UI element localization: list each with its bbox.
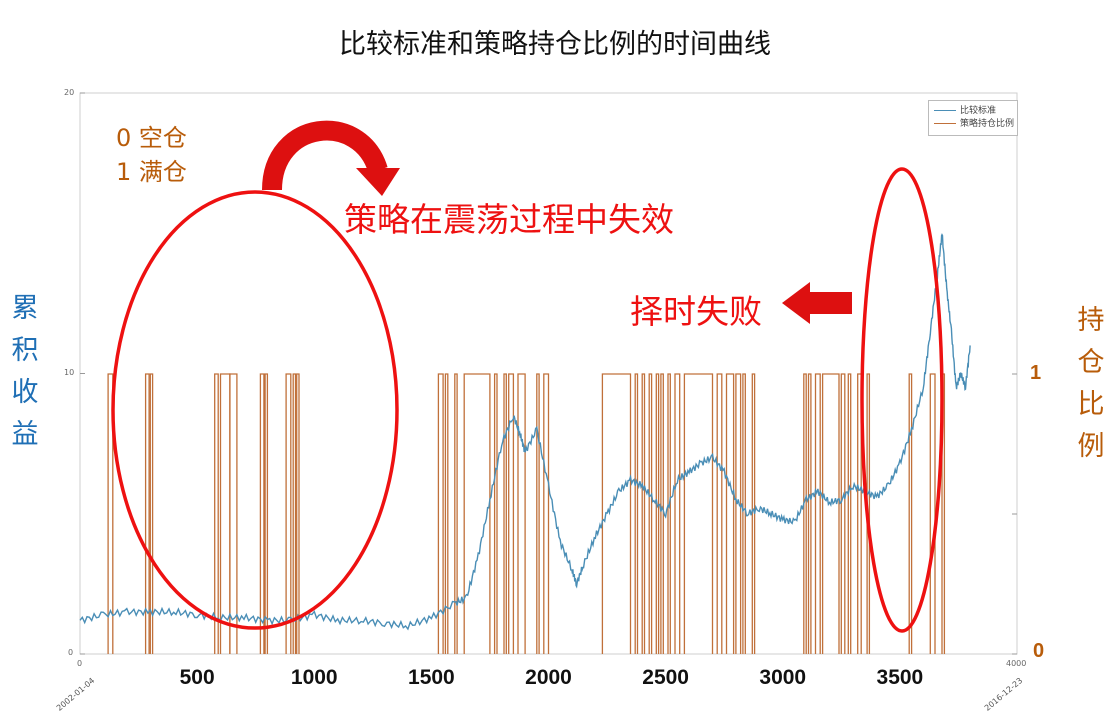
right-tick-1: 1: [1030, 362, 1041, 385]
position-interval: [464, 374, 490, 654]
curved-arrow-icon: [272, 131, 400, 196]
position-interval: [717, 374, 722, 654]
position-interval: [495, 374, 497, 654]
position-interval: [642, 374, 644, 654]
position-interval: [509, 374, 514, 654]
legend-label-position: 策略持仓比例: [960, 119, 1014, 129]
position-interval: [445, 374, 447, 654]
position-interval: [668, 374, 670, 654]
position-interval: [804, 374, 806, 654]
position-interval: [727, 374, 734, 654]
x-tick-label: 2500: [642, 666, 689, 690]
position-interval: [215, 374, 219, 654]
x-tick-label: 1500: [408, 666, 455, 690]
position-interval: [602, 374, 630, 654]
right-tick-0: 0: [1033, 640, 1044, 663]
position-interval: [656, 374, 658, 654]
position-interval: [809, 374, 811, 654]
position-interval: [455, 374, 457, 654]
position-interval: [736, 374, 741, 654]
position-interval: [544, 374, 549, 654]
position-interval: [684, 374, 712, 654]
x-tick-label: 1000: [291, 666, 338, 690]
position-interval: [221, 374, 230, 654]
position-interval: [230, 374, 237, 654]
position-interval: [841, 374, 845, 654]
position-interval: [930, 374, 935, 654]
position-interval: [848, 374, 850, 654]
position-interval: [816, 374, 821, 654]
position-interval: [518, 374, 525, 654]
position-interval: [537, 374, 539, 654]
x-tick-label: 3000: [759, 666, 806, 690]
position-interval: [635, 374, 637, 654]
position-interval: [286, 374, 291, 654]
chart-legend: 比较标准 策略持仓比例: [928, 100, 1018, 136]
position-interval: [743, 374, 745, 654]
left-arrow-icon: [782, 282, 852, 324]
legend-label-benchmark: 比较标准: [960, 106, 996, 116]
position-interval: [909, 374, 911, 654]
left-tick-20: 20: [64, 88, 74, 97]
position-series: [108, 374, 944, 654]
position-interval: [265, 374, 267, 654]
position-interval: [661, 374, 663, 654]
position-interval: [675, 374, 680, 654]
position-interval: [649, 374, 651, 654]
position-interval: [752, 374, 754, 654]
position-interval: [297, 374, 299, 654]
oscillation-highlight-ellipse: [113, 192, 397, 628]
position-interval: [504, 374, 506, 654]
position-interval: [260, 374, 264, 654]
x-tick-4000: 4000: [1006, 659, 1026, 668]
x-tick-label: 2000: [525, 666, 572, 690]
position-key-full: 1 满仓: [116, 152, 187, 187]
x-tick-0: 0: [77, 659, 82, 668]
x-tick-label: 500: [180, 666, 215, 690]
position-interval: [293, 374, 295, 654]
strategy-fails-annotation: 策略在震荡过程中失效: [344, 193, 674, 241]
position-key-empty: 0 空仓: [116, 118, 187, 153]
left-tick-10: 10: [64, 368, 74, 377]
position-interval: [823, 374, 839, 654]
left-tick-0: 0: [68, 648, 73, 657]
timing-fails-annotation: 择时失败: [630, 285, 762, 333]
x-tick-label: 3500: [877, 666, 924, 690]
